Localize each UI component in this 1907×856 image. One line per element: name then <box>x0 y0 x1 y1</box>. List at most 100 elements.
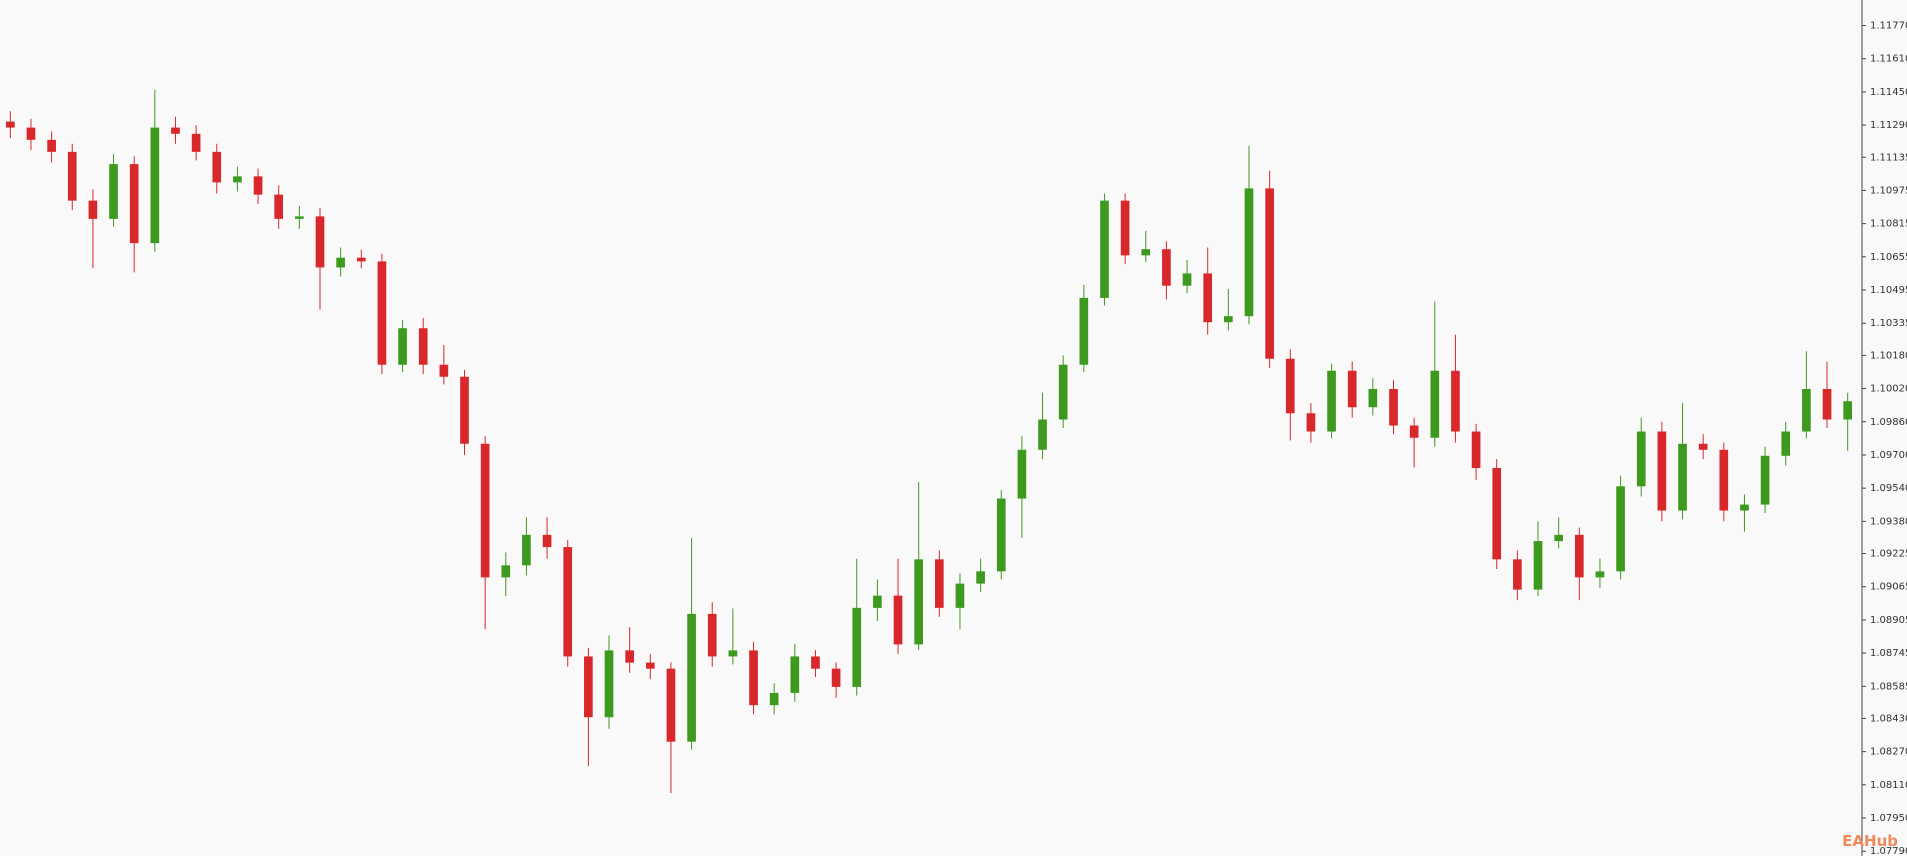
candle-body <box>26 127 36 140</box>
y-tick-label: 1.09065 <box>1870 582 1907 593</box>
y-tick-label: 1.10495 <box>1870 285 1907 296</box>
candle-body <box>934 559 944 608</box>
candle-body <box>1574 534 1584 578</box>
candle-body <box>67 151 77 201</box>
candle-body <box>1471 431 1481 469</box>
candle-body <box>47 139 56 152</box>
candle-body <box>1203 273 1213 323</box>
candle-body <box>418 328 428 365</box>
candle-body <box>1141 249 1151 256</box>
y-tick-label: 1.10815 <box>1870 219 1907 230</box>
candle-body <box>1451 370 1460 432</box>
candle-body <box>1409 425 1419 438</box>
candle-body <box>893 595 903 645</box>
candle-body <box>150 127 160 244</box>
candle-body <box>1513 559 1522 590</box>
candle-body <box>852 607 862 687</box>
candle-body <box>811 656 820 669</box>
candle-body <box>1327 370 1336 432</box>
y-tick-label: 1.11770 <box>1870 21 1907 32</box>
candle-body <box>749 650 758 706</box>
candle-body <box>1162 249 1171 286</box>
candle-body <box>1017 449 1027 499</box>
y-tick-label: 1.07950 <box>1870 813 1907 824</box>
candle-body <box>1822 388 1832 420</box>
candle-body <box>1719 449 1729 511</box>
candle-body <box>522 534 531 566</box>
candle-body <box>233 176 242 183</box>
candle-body <box>645 662 655 669</box>
candle-body <box>274 194 284 219</box>
candle-body <box>707 613 717 657</box>
candle-body <box>1285 358 1295 414</box>
candle-body <box>356 257 366 262</box>
candle-body <box>1843 401 1853 420</box>
candle-body <box>1533 541 1543 590</box>
candle-body <box>955 583 965 608</box>
candle-body <box>1802 388 1811 432</box>
candle-body <box>501 565 511 578</box>
candle-body <box>171 127 180 134</box>
candle-body <box>1781 431 1791 456</box>
y-tick-label: 1.07790 <box>1870 846 1907 856</box>
candle-body <box>1492 468 1502 560</box>
candle-body <box>873 595 882 608</box>
candle-body <box>460 376 469 444</box>
candle-body <box>129 164 139 244</box>
y-tick-label: 1.11135 <box>1870 152 1907 163</box>
y-tick-label: 1.11450 <box>1870 87 1907 98</box>
candle-body <box>996 498 1006 572</box>
y-tick-label: 1.08430 <box>1870 713 1907 724</box>
y-tick-label: 1.08905 <box>1870 615 1907 626</box>
candle-body <box>1595 571 1605 578</box>
candle-body <box>1100 200 1109 298</box>
candle-body <box>831 668 841 687</box>
candle-body <box>1740 504 1749 511</box>
candle-body <box>480 443 490 578</box>
candle-body <box>1554 534 1563 542</box>
y-tick-label: 1.08585 <box>1870 681 1907 692</box>
candle-body <box>295 216 304 219</box>
y-tick-label: 1.08745 <box>1870 648 1907 659</box>
candle-body <box>1698 443 1708 450</box>
candle-body <box>1760 455 1770 505</box>
candle-body <box>1347 370 1357 408</box>
y-tick-label: 1.09380 <box>1870 516 1907 527</box>
candle-body <box>542 534 552 548</box>
candle-body <box>790 656 800 693</box>
candle-body <box>1120 200 1130 256</box>
candle-body <box>212 151 222 183</box>
candle-body <box>1224 316 1233 323</box>
candle-body <box>398 328 407 365</box>
candle-body <box>1678 443 1687 511</box>
candle-body <box>439 364 449 377</box>
y-tick-label: 1.11290 <box>1870 120 1907 131</box>
y-tick-label: 1.10335 <box>1870 318 1907 329</box>
candle-body <box>625 650 634 663</box>
candle-body <box>1306 413 1316 432</box>
candle-body <box>1430 370 1440 438</box>
candle-body <box>1058 364 1068 420</box>
candle-body <box>769 692 779 706</box>
y-tick-label: 1.09860 <box>1870 417 1907 428</box>
candle-body <box>687 613 696 742</box>
y-tick-label: 1.10975 <box>1870 185 1907 196</box>
y-tick-label: 1.11610 <box>1870 54 1907 65</box>
candle-body <box>1657 431 1667 511</box>
y-tick-label: 1.10020 <box>1870 384 1907 395</box>
y-tick-label: 1.08270 <box>1870 747 1907 758</box>
y-tick-label: 1.09700 <box>1870 450 1907 461</box>
candle-body <box>5 121 15 128</box>
candle-body <box>1079 297 1089 365</box>
candle-body <box>604 650 614 718</box>
candle-body <box>584 656 593 718</box>
y-tick-label: 1.09225 <box>1870 549 1907 560</box>
y-tick-label: 1.09540 <box>1870 483 1907 494</box>
candle-body <box>1265 188 1274 359</box>
candle-body <box>191 133 201 152</box>
candle-body <box>563 547 573 657</box>
candle-body <box>336 257 345 268</box>
candle-body <box>253 176 263 195</box>
candle-body <box>1368 388 1378 408</box>
